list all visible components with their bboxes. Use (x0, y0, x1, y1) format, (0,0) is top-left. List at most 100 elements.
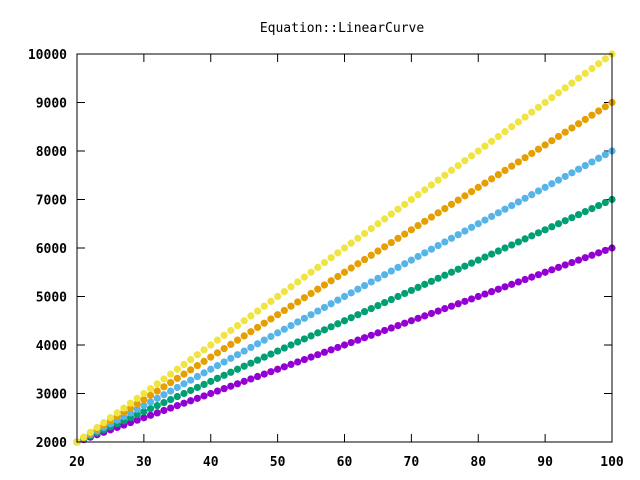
data-point (601, 198, 609, 207)
data-point (595, 154, 603, 162)
data-point (340, 268, 349, 276)
data-point (561, 128, 569, 136)
data-point (454, 196, 462, 204)
data-point (554, 263, 563, 271)
data-point (494, 209, 502, 217)
data-point (407, 317, 415, 325)
data-point (494, 247, 502, 255)
data-point (93, 423, 101, 432)
data-point (414, 314, 422, 322)
data-point (481, 179, 489, 187)
data-point (541, 226, 549, 234)
data-point (434, 241, 442, 250)
data-point (180, 360, 188, 368)
data-point (601, 55, 609, 63)
data-point (374, 274, 382, 282)
data-point (187, 376, 195, 384)
x-tick-label: 40 (203, 455, 219, 470)
data-point (354, 260, 362, 268)
data-point (401, 230, 409, 238)
series-4 (73, 98, 616, 446)
data-point (213, 349, 222, 357)
data-point (233, 322, 242, 330)
data-point (287, 341, 295, 349)
data-point (447, 234, 456, 242)
data-point (327, 277, 335, 285)
data-point (588, 158, 596, 166)
data-point (508, 280, 516, 288)
data-point (554, 220, 563, 228)
data-point (514, 278, 522, 286)
data-point (320, 258, 329, 267)
data-point (260, 319, 268, 327)
data-point (160, 406, 168, 415)
data-point (554, 176, 563, 184)
data-point (354, 285, 362, 293)
data-point (595, 60, 603, 68)
data-point (441, 171, 449, 179)
data-point (133, 405, 141, 413)
data-point (274, 292, 282, 301)
data-point (501, 244, 509, 252)
data-point (588, 204, 596, 213)
data-point (467, 295, 476, 303)
data-point (501, 128, 509, 136)
data-point (233, 365, 242, 373)
data-point (441, 305, 449, 313)
data-point (541, 183, 549, 191)
data-point (153, 387, 161, 395)
data-point (80, 433, 88, 441)
data-point (267, 368, 275, 376)
data-point (140, 395, 148, 404)
x-tick-label: 100 (600, 455, 624, 470)
data-point (588, 111, 596, 119)
x-tick-label: 70 (404, 455, 420, 470)
data-point (521, 113, 529, 121)
data-point (120, 404, 128, 412)
data-point (534, 229, 543, 237)
data-point (340, 317, 349, 325)
data-point (133, 416, 141, 424)
data-point (327, 300, 335, 308)
data-point (461, 297, 469, 305)
data-point (374, 329, 382, 337)
data-point (521, 235, 529, 243)
data-point (360, 255, 369, 264)
data-point (488, 175, 496, 183)
data-point (220, 385, 228, 393)
data-point (274, 347, 282, 355)
x-tick-label: 50 (270, 455, 286, 470)
data-point (421, 217, 429, 225)
data-point (274, 365, 282, 373)
data-point (280, 325, 288, 333)
x-tick-label: 90 (537, 455, 553, 470)
data-point (153, 409, 161, 417)
data-point (207, 389, 215, 398)
data-point (187, 386, 195, 395)
data-point (501, 283, 509, 291)
data-point (100, 419, 108, 427)
data-point (180, 380, 188, 388)
data-point (447, 200, 456, 208)
data-point (260, 370, 268, 378)
data-point (401, 319, 409, 327)
data-point (534, 145, 543, 153)
data-point (467, 223, 476, 231)
data-point (568, 214, 576, 222)
data-point (354, 234, 362, 242)
data-point (421, 280, 429, 288)
data-point (427, 277, 436, 285)
data-point (354, 336, 362, 344)
data-point (300, 294, 308, 302)
data-point (427, 309, 436, 318)
data-point (173, 402, 181, 410)
data-point (334, 249, 342, 257)
data-point (300, 314, 308, 322)
data-point (461, 227, 469, 235)
data-point (374, 301, 382, 310)
data-point (213, 362, 222, 370)
data-point (481, 142, 489, 150)
x-tick-label: 30 (136, 455, 152, 470)
data-point (541, 268, 549, 276)
data-point (394, 234, 402, 242)
